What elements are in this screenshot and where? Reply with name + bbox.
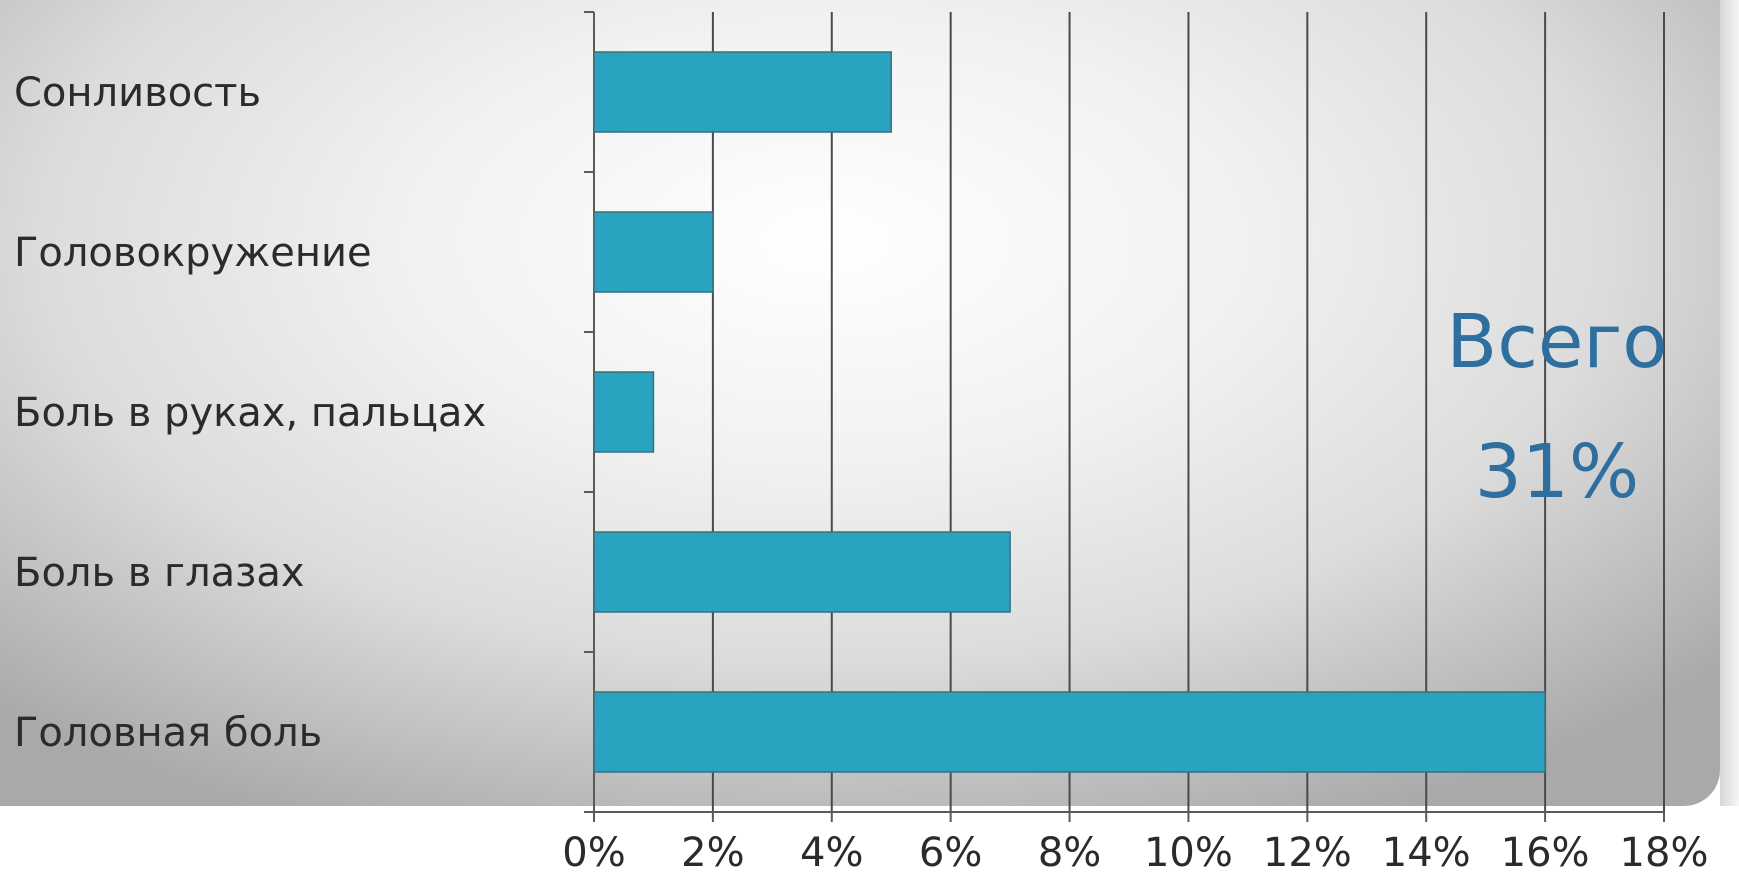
annotation-line-2: 31%	[1475, 429, 1639, 515]
x-tick-label: 14%	[1382, 830, 1471, 876]
x-tick-label: 0%	[562, 830, 625, 876]
panel-edge	[1720, 0, 1739, 806]
x-tick-label: 18%	[1620, 830, 1709, 876]
gridlines	[711, 12, 1665, 812]
category-label: Головокружение	[14, 230, 372, 276]
chart-panel	[0, 0, 1720, 806]
category-label: Головная боль	[14, 710, 322, 756]
bar	[593, 371, 655, 453]
x-tick-label: 6%	[919, 830, 982, 876]
x-tick-label: 8%	[1038, 830, 1101, 876]
bar	[593, 211, 714, 293]
x-tick-label: 2%	[681, 830, 744, 876]
x-tick-label: 16%	[1501, 830, 1590, 876]
category-labels: Сонливость Головокружение Боль в руках, па…	[14, 70, 486, 756]
bars	[593, 51, 1546, 773]
category-label: Боль в руках, пальцах	[14, 390, 486, 436]
annotation-line-1: Всего	[1446, 299, 1667, 385]
category-label: Боль в глазах	[14, 550, 305, 596]
bar	[593, 51, 892, 133]
category-label: Сонливость	[14, 70, 261, 116]
total-annotation: Всего 31%	[1446, 299, 1667, 515]
x-tick-label: 10%	[1144, 830, 1233, 876]
x-tick-label: 12%	[1263, 830, 1352, 876]
x-tick-label: 4%	[800, 830, 863, 876]
bar	[593, 531, 1011, 613]
bar	[593, 691, 1546, 773]
x-tick-labels: 0% 2% 4% 6% 8% 10% 12% 14% 16% 18%	[562, 830, 1708, 876]
